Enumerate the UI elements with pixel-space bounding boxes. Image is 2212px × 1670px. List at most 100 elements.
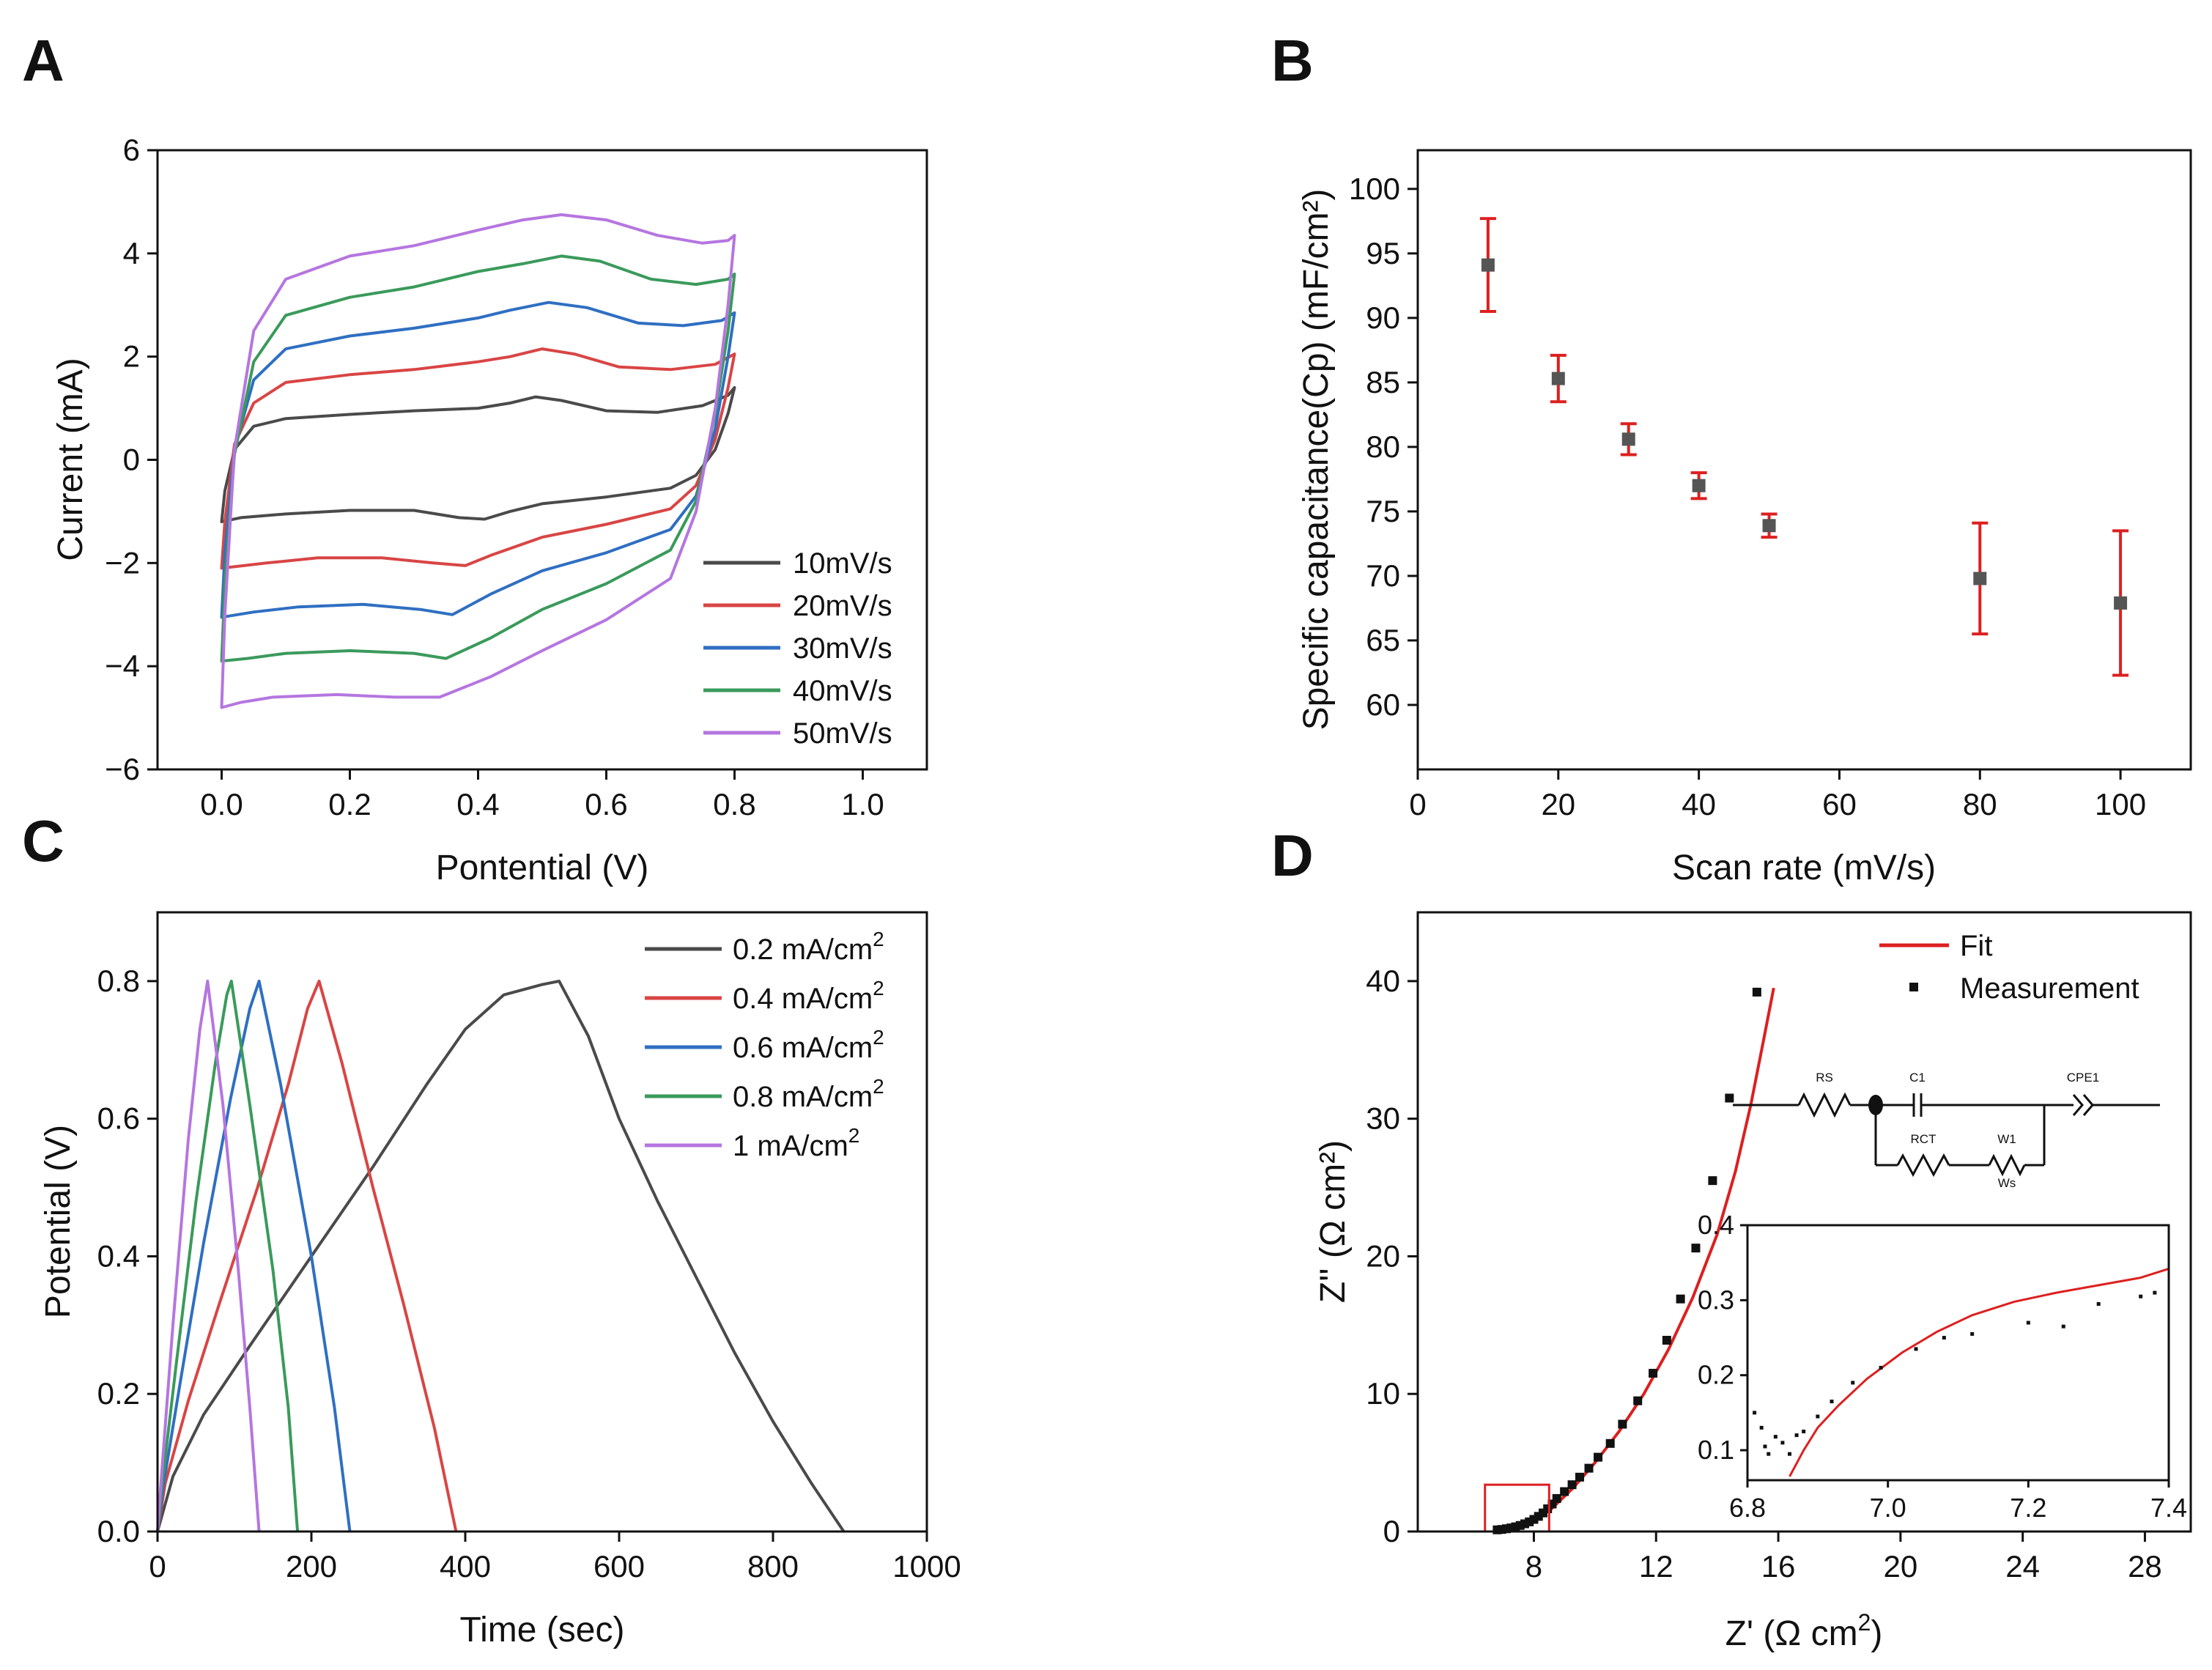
inset-x-tick-label: 7.4: [2150, 1493, 2187, 1523]
inset-y-tick-label: 0.1: [1698, 1435, 1734, 1465]
inset-measurement-marker: [1763, 1444, 1767, 1449]
inset-measurement-marker: [1970, 1331, 1975, 1336]
inset-measurement-marker: [1851, 1381, 1855, 1385]
inset-measurement-marker: [2139, 1294, 2143, 1298]
x-tick-label: 0.6: [585, 787, 627, 821]
warburg-w1-icon: [1988, 1153, 2026, 1177]
legend-label: 0.4 mA/cm2: [733, 977, 884, 1015]
inset-measurement-marker: [2061, 1324, 2065, 1329]
x-tick-label: 0.4: [456, 787, 499, 821]
panel-a-legend: 10mV/s 20mV/s 30mV/s 40mV/s 50mV/s: [703, 547, 892, 750]
x-tick-label: 0.2: [328, 787, 371, 821]
measurement-marker: [1575, 1472, 1585, 1482]
measurement-marker: [1618, 1419, 1627, 1429]
y-tick-label: 0.4: [97, 1238, 140, 1273]
inset-measurement-marker: [1794, 1433, 1799, 1438]
legend-label: 0.6 mA/cm2: [733, 1026, 884, 1064]
data-point-marker: [1973, 572, 1987, 585]
circuit-label-rs: RS: [1816, 1071, 1833, 1085]
inset-y-tick-label: 0.4: [1698, 1210, 1734, 1240]
data-point-marker: [2114, 596, 2128, 610]
circuit-label-c1: C1: [1909, 1071, 1926, 1085]
data-point-marker: [1621, 432, 1635, 446]
measurement-marker: [1676, 1294, 1685, 1304]
panel-c-ticks: 0 200 400 600 800 1000 0.0 0.2 0.4 0.6 0.8: [97, 964, 961, 1584]
measurement-marker: [1567, 1480, 1577, 1490]
y-tick-label: 2: [123, 339, 140, 374]
y-tick-label: 65: [1366, 623, 1400, 657]
panel-c-xlabel: Time (sec): [460, 1611, 625, 1649]
inset-measurement-marker: [1942, 1336, 1946, 1340]
capacitance-points: [1479, 217, 2129, 677]
cv-curve-30mV-s: [220, 300, 736, 619]
y-tick-label: 30: [1366, 1101, 1400, 1136]
panel-b-frame: [1416, 149, 2192, 771]
panel-b: 0 20 40 60 80 100 60 65 70 75 80 85 90 95 100 Scan rat…: [1297, 149, 2192, 887]
gcd-curves: [156, 979, 846, 1533]
inset-measurement-marker: [1788, 1452, 1791, 1456]
circuit-label-w1: W1: [1997, 1132, 2016, 1146]
resistor-rct-icon: [1896, 1153, 1950, 1178]
x-tick-label: 20: [1883, 1549, 1917, 1584]
measurement-marker: [1594, 1452, 1603, 1462]
legend-label: 50mV/s: [793, 717, 892, 750]
panel-b-ylabel: Specific capacitance(Cp) (mF/cm²): [1297, 189, 1336, 731]
x-tick-label: 20: [1541, 787, 1575, 821]
x-tick-label: 24: [2005, 1549, 2040, 1584]
nyquist-plot: [1484, 987, 1775, 1534]
inset-measurement-marker: [1767, 1452, 1771, 1456]
panel-c-ylabel: Potential (V): [39, 1125, 78, 1318]
measurement-marker: [1691, 1244, 1701, 1253]
inset-zoom: 6.8 7.0 7.2 7.4 0.1 0.2 0.3 0.4: [1698, 1210, 2187, 1523]
y-tick-label: 0: [1383, 1514, 1400, 1548]
gcd-curve: [156, 979, 458, 1532]
measurement-marker: [1708, 1176, 1717, 1186]
y-tick-label: −2: [105, 545, 140, 580]
y-tick-label: 95: [1366, 236, 1400, 270]
cpe-icon: [2072, 1094, 2084, 1116]
y-tick-label: 6: [123, 133, 140, 167]
y-tick-label: 90: [1366, 300, 1400, 335]
inset-measurement-marker: [1759, 1425, 1764, 1430]
inset-y-tick-label: 0.2: [1698, 1360, 1734, 1390]
legend-label: 10mV/s: [793, 547, 892, 580]
data-point-marker: [1551, 372, 1565, 385]
inset-series: [1753, 1267, 2170, 1477]
panel-b-xlabel: Scan rate (mV/s): [1672, 849, 1936, 887]
y-tick-label: 0.0: [97, 1514, 140, 1548]
circuit-label-rct: RCT: [1911, 1132, 1937, 1146]
measurement-marker: [1497, 1525, 1506, 1534]
x-tick-label: 12: [1639, 1549, 1673, 1584]
y-tick-label: 0.8: [97, 964, 140, 998]
x-tick-label: 0.0: [200, 787, 243, 821]
gcd-curve: [156, 979, 261, 1532]
x-tick-label: 0: [1409, 787, 1426, 821]
inset-measurement-marker: [1830, 1400, 1834, 1404]
x-tick-label: 16: [1761, 1549, 1796, 1584]
panel-a-ticks: 0.0 0.2 0.4 0.6 0.8 1.0 −6 −4 −2 0 2 4 6: [105, 133, 884, 821]
panel-d-xlabel: Z' (Ω cm2): [1725, 1609, 1883, 1653]
panel-label-b: B: [1271, 28, 1314, 93]
inset-fit-curve: [1789, 1267, 2170, 1477]
panel-d: 8 12 16 20 24 28 0 10 20 30 40 Fit Measurement Z' (…: [1314, 911, 2192, 1653]
panel-a-xlabel: Pontential (V): [436, 849, 649, 887]
gcd-curve: [156, 979, 846, 1533]
y-tick-label: 60: [1366, 687, 1400, 722]
inset-measurement-marker: [1780, 1441, 1785, 1445]
x-tick-label: 100: [2095, 787, 2146, 821]
circuit-label-ws: Ws: [1998, 1176, 2016, 1190]
y-tick-label: 10: [1366, 1376, 1400, 1411]
y-tick-label: 40: [1366, 964, 1400, 998]
panel-a: 0.0 0.2 0.4 0.6 0.8 1.0 −6 −4 −2 0 2 4 6 10mV/s 20mV/…: [51, 133, 928, 887]
legend-swatch-measurement: [1909, 983, 1918, 991]
y-tick-label: 75: [1366, 494, 1400, 528]
measurement-marker: [1649, 1369, 1658, 1378]
resistor-rs-icon: [1797, 1092, 1852, 1118]
x-tick-label: 1000: [892, 1549, 961, 1584]
panel-label-c: C: [22, 808, 64, 873]
panel-d-ylabel: Z'' (Ω cm²): [1314, 1140, 1353, 1303]
y-tick-label: 100: [1349, 171, 1400, 206]
gcd-curve: [156, 979, 300, 1532]
panel-c-frame: [156, 911, 928, 1533]
cv-curve-10mV-s: [220, 385, 736, 523]
